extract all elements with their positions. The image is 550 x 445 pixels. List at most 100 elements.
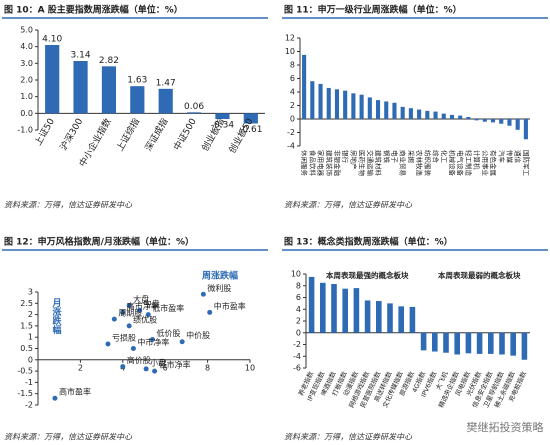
bar [449, 114, 455, 119]
x-tick-label: 10 [245, 363, 255, 372]
y-tick-label: 2 [28, 310, 33, 319]
y-tick-label: 0 [28, 355, 33, 364]
point-label: 亏损股 [112, 332, 136, 342]
y-tick-label: 12 [285, 34, 295, 43]
y-tick-label: 6 [290, 74, 295, 83]
category-label: 建筑装饰 [325, 150, 334, 177]
value-label: 1.47 [156, 78, 176, 88]
category-label: 轻工制造 [464, 150, 473, 177]
point-label: 微利股 [207, 283, 231, 293]
point [120, 309, 126, 315]
category-label: 公用事业 [481, 150, 490, 177]
category-label: 医药生物 [358, 150, 367, 177]
x-tick-label: 2 [78, 363, 83, 372]
bar [433, 111, 438, 119]
bar [101, 66, 117, 114]
y-tick-label: -1.5 [17, 389, 33, 398]
category-label: 上证50 [33, 116, 57, 147]
point-label: 低市净率 [159, 360, 191, 370]
y-tick-label: -2 [25, 401, 33, 410]
y-tick-label: 8 [296, 281, 301, 290]
category-label: 通信 [514, 150, 523, 164]
y-tick-label: -2 [287, 128, 295, 137]
bar [499, 119, 504, 124]
bar [441, 113, 446, 119]
bar [243, 113, 258, 124]
category-label: 纺织服装 [423, 150, 432, 177]
point-label: 中市净率 [137, 337, 169, 347]
y-tick-label: -1 [25, 378, 33, 387]
category-label: 有色金属 [489, 150, 498, 176]
bar [432, 332, 438, 352]
category-label: 上证综指 [114, 116, 142, 153]
point-label: 低市盈率 [152, 303, 184, 313]
bar [482, 119, 487, 122]
bar [392, 102, 397, 119]
category-label: 传媒 [505, 150, 514, 164]
bar [398, 306, 404, 333]
y-tick-label: 0 [290, 115, 295, 124]
value-label: 0.06 [184, 102, 204, 112]
category-label: 银行 [341, 150, 350, 164]
bar [73, 61, 88, 114]
point [207, 309, 213, 315]
bar [425, 110, 430, 119]
y-tick-label: 4 [296, 305, 301, 314]
y-tick-label: 4.0 [20, 42, 33, 51]
chart-title: 图 10：A 股主要指数周涨跌幅（单位：%） [4, 4, 183, 16]
y-tick-label: 0.5 [20, 344, 33, 353]
value-label: 2.82 [99, 56, 119, 66]
bar [400, 106, 405, 119]
annotation: 本周表现最强的概念板块 [325, 270, 409, 280]
bar [458, 115, 463, 119]
y-tick-label: -4 [293, 352, 301, 361]
point [143, 366, 149, 372]
bar [359, 94, 364, 119]
category-label: 深证成指 [142, 116, 170, 153]
value-label: 3.14 [71, 51, 91, 61]
point [105, 341, 111, 347]
y-tick-label: -4 [287, 142, 295, 151]
value-label: -0.34 [211, 121, 235, 131]
bar [523, 119, 528, 140]
point-label: 高价股 [127, 355, 151, 365]
point-label: 高市盈率 [59, 387, 91, 397]
bar [417, 109, 422, 119]
bar [326, 87, 331, 119]
bar [510, 332, 516, 356]
bar [408, 108, 413, 119]
y-tick-label: 3.0 [20, 59, 33, 68]
category-label: 汽车 [497, 150, 506, 164]
source: 资料来源：万得，信达证券研发中心 [284, 201, 413, 210]
bar [465, 332, 472, 354]
y-tick-label: 1.5 [20, 321, 33, 330]
annotation: 本周表现最弱的概念板块 [437, 270, 521, 280]
bar [384, 101, 389, 119]
point-label: 大盘 [133, 294, 149, 304]
y-tick-label: -6 [293, 364, 301, 373]
x-tick-label: 8 [205, 363, 210, 372]
bar [420, 332, 427, 351]
category-label: 国防军工 [522, 150, 531, 177]
y-tick-label: -2 [293, 340, 301, 349]
bar [310, 81, 315, 119]
bar [343, 90, 348, 119]
point-label: 绩优股 [133, 314, 157, 324]
point [111, 316, 117, 322]
y-tick-label: 2 [296, 317, 301, 326]
category-label: 中证500 [171, 116, 199, 153]
y-tick-label: -1.0 [17, 126, 33, 135]
y-tick-label: 6 [296, 293, 301, 302]
category-label: 休闲服务 [300, 150, 309, 177]
bar [454, 332, 460, 355]
category-label: 食品饮料 [308, 150, 317, 177]
category-label: 电子 [390, 150, 399, 164]
category-label: 机械设备 [448, 150, 457, 177]
point-label: 周期股 [118, 309, 142, 318]
chart-title: 图 12：申万风格指数周/月涨跌幅（单位：%） [4, 236, 194, 248]
chart-title: 图 13：概念类指数周涨跌幅（单位：%） [284, 236, 453, 248]
watermark: 樊继拓投资策略 [467, 420, 544, 434]
bar [521, 332, 528, 360]
point-label: 中价股 [186, 330, 210, 340]
